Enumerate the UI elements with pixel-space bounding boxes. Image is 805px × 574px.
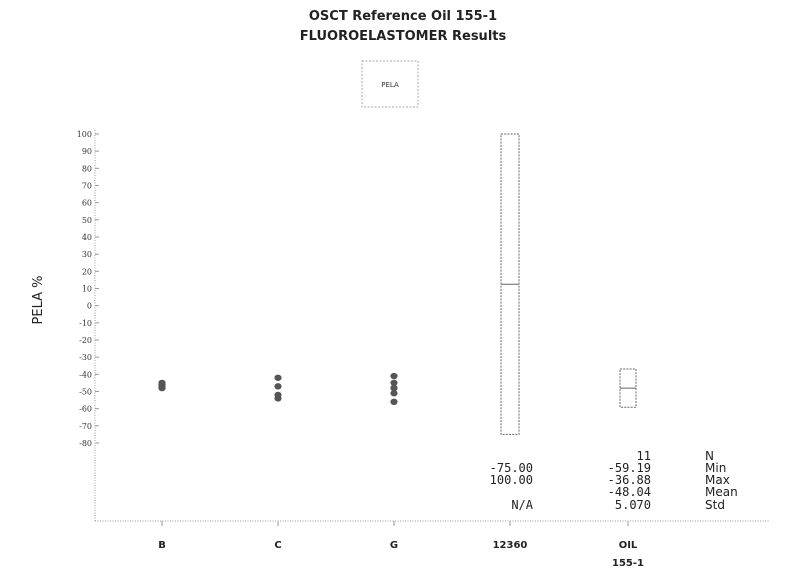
y-tick-label: 0 [87,302,92,311]
stat-value: N/A [511,498,533,512]
legend: PELA [361,60,419,108]
stat-label: N [705,449,714,463]
stat-value: 11 [637,449,651,463]
legend-box [361,60,419,108]
stat-value: 5.070 [615,498,651,512]
y-tick-label: -70 [79,422,92,431]
legend-label: PELA [381,81,399,89]
axes [94,130,770,522]
x-category-label: G [390,540,398,551]
y-tick-label: 30 [82,250,92,259]
x-category-label: B [158,540,166,551]
data-point [274,374,282,381]
x-category-label: 12360 [493,540,528,551]
y-tick-label: -40 [79,370,92,379]
y-tick-label: -30 [79,353,92,362]
y-tick-label: 60 [82,199,92,208]
y-tick-label: 70 [82,182,92,191]
points [158,372,398,405]
y-tick-label: 50 [82,216,92,225]
data-point [390,390,398,397]
chart-title: OSCT Reference Oil 155-1 [309,9,497,24]
stat-label: Mean [705,485,738,499]
data-point [274,395,282,402]
stat-value: 100.00 [490,473,533,487]
y-tick-label: 80 [82,164,92,173]
y-tick-label: -20 [79,336,92,345]
y-tick-label: -60 [79,405,92,414]
x-category-sublabel: 155-1 [612,558,644,569]
box-range [619,368,637,408]
y-tick-label: -80 [79,439,92,448]
y-tick-label: -50 [79,388,92,397]
y-tick-label: 100 [77,130,92,139]
data-point [390,384,398,392]
data-point [158,384,166,392]
y-tick-label: 40 [82,233,92,242]
data-point [390,398,398,405]
x-category-label: OIL [619,540,638,551]
stat-value: -75.00 [490,461,533,475]
y-axis-label: PELA % [31,276,46,325]
data-point [274,383,282,390]
x-categories: B C G 12360 OIL 155-1 [158,521,644,569]
stat-value: -36.88 [608,473,651,487]
boxes [500,133,637,435]
chart-subtitle: FLUOROELASTOMER Results [300,29,507,44]
data-point [390,379,398,387]
stat-label: Min [705,461,726,475]
y-tick-label: 90 [82,147,92,156]
x-category-label: C [274,540,281,551]
y-ticks: 1009080706050403020100-10-20-30-40-50-60… [77,130,99,448]
y-tick-label: -10 [79,319,92,328]
stat-label: Max [705,473,730,487]
stat-value: -48.04 [608,485,651,499]
stat-value: -59.19 [608,461,651,475]
data-point [390,372,398,380]
y-tick-label: 10 [82,285,92,294]
stat-label: Std [705,498,725,512]
y-tick-label: 20 [82,267,92,276]
